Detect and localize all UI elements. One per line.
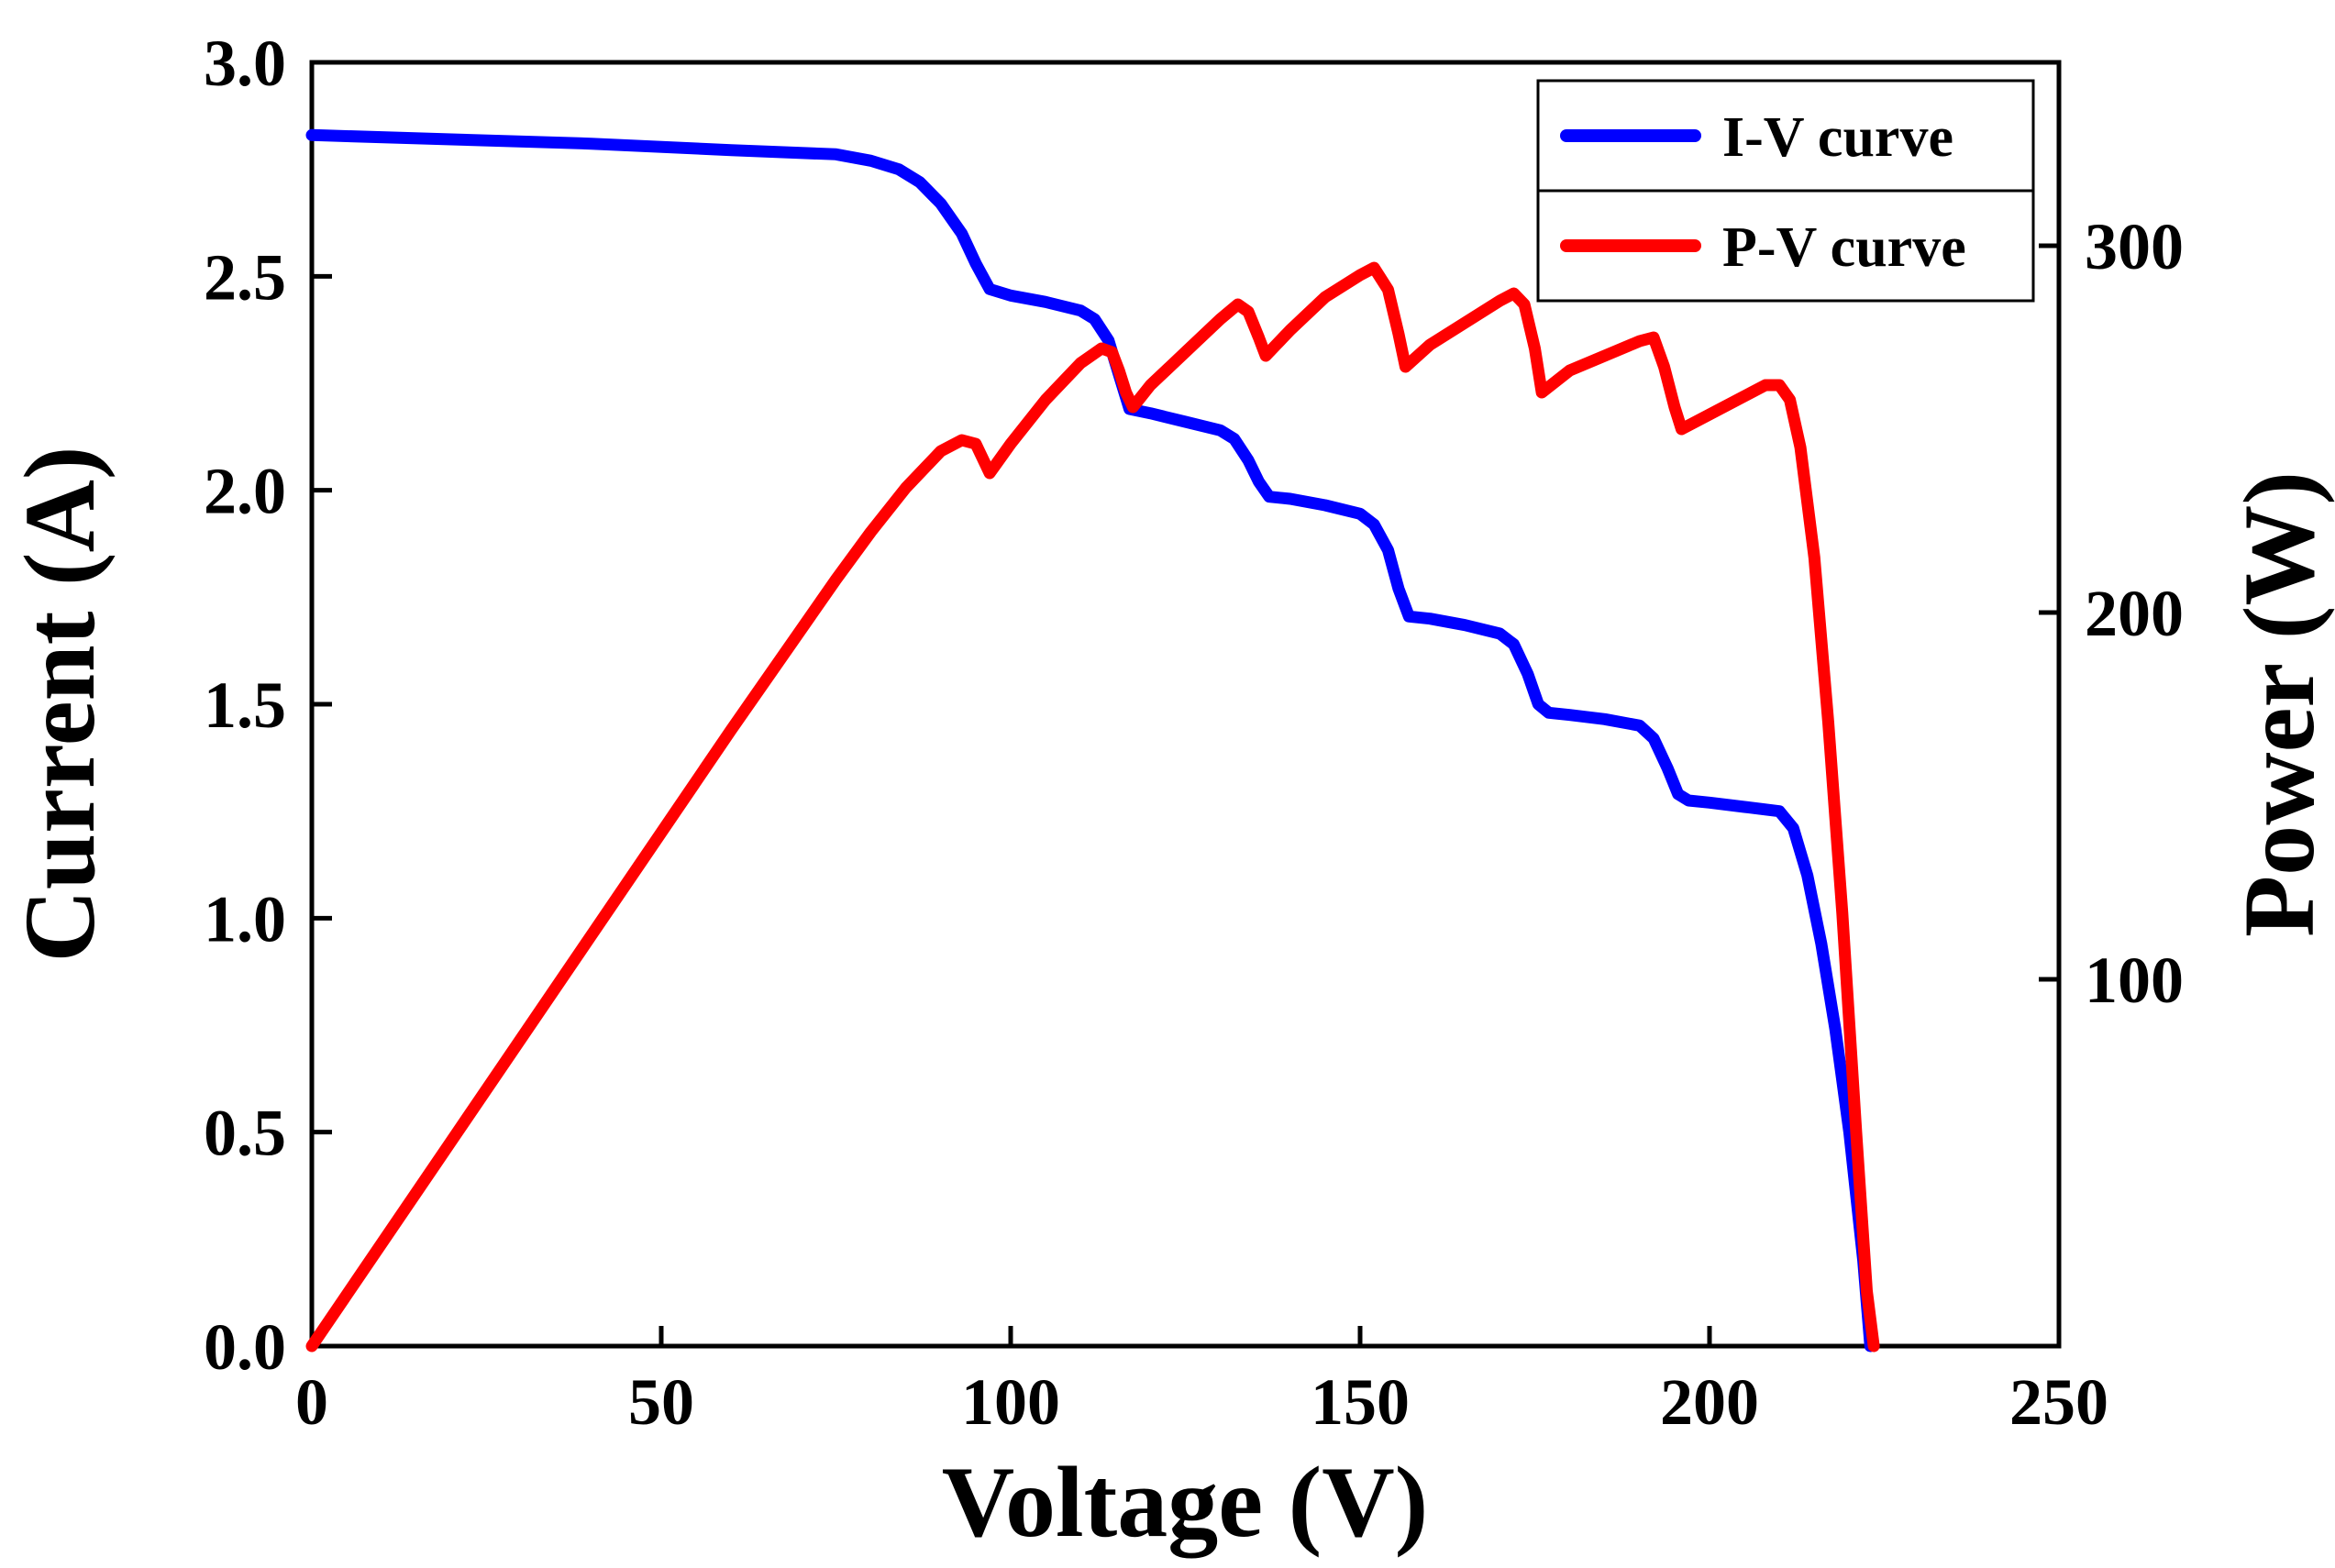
series-layer (305, 128, 1880, 1353)
y2-axis-title: Power (W) (2223, 471, 2335, 937)
y-tick-label: 1.0 (204, 882, 286, 955)
x-axis-title: Voltage (V) (942, 1446, 1429, 1558)
x-tick-label: 250 (2009, 1365, 2108, 1439)
y-tick-label: 2.0 (204, 455, 286, 528)
y2-tick-label: 100 (2085, 944, 2184, 1017)
legend: I-V curve P-V curve (1536, 79, 2035, 303)
x-tick-label: 100 (961, 1365, 1060, 1439)
y-tick-label: 0.0 (204, 1310, 286, 1384)
x-tick-label: 0 (295, 1365, 328, 1439)
x-tick-label: 50 (628, 1365, 694, 1439)
y-axis-ticks: 0.0 0.5 1.0 1.5 2.0 2.5 3.0 (204, 27, 332, 1384)
legend-label-pv: P-V curve (1722, 216, 1966, 279)
pv-curve-line (305, 261, 1880, 1353)
y-tick-label: 2.5 (204, 240, 286, 314)
y2-tick-label: 200 (2085, 577, 2184, 650)
y-tick-label: 1.5 (204, 668, 286, 742)
y-tick-label: 0.5 (204, 1097, 286, 1170)
y2-tick-label: 300 (2085, 210, 2184, 283)
y-tick-label: 3.0 (204, 27, 286, 100)
y-axis-title: Current (A) (4, 446, 116, 962)
x-tick-label: 200 (1660, 1365, 1759, 1439)
y2-axis-ticks: 100 200 300 (2039, 210, 2184, 1017)
legend-label-iv: I-V curve (1722, 106, 1953, 169)
iv-curve-line (305, 128, 1876, 1353)
x-axis-ticks: 0 50 100 150 200 250 (295, 1326, 2108, 1439)
x-tick-label: 150 (1311, 1365, 1410, 1439)
